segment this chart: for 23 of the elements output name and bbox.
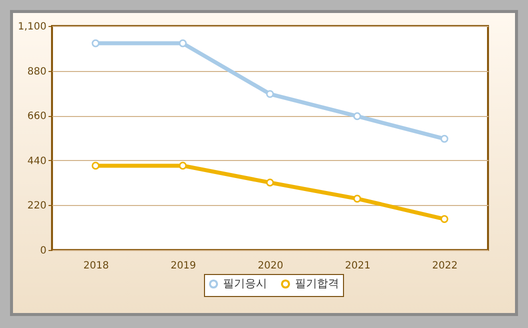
point xyxy=(178,39,187,48)
point xyxy=(440,134,448,143)
y-tick-label: 0 xyxy=(40,246,46,256)
point xyxy=(353,112,362,120)
y-tick-label: 880 xyxy=(27,66,46,78)
y-tick-label: 220 xyxy=(27,200,46,212)
point xyxy=(440,215,448,223)
legend-label: 필기응시 xyxy=(223,276,267,290)
legend-label: 필기합격 xyxy=(295,276,339,290)
point xyxy=(92,39,100,48)
y-tick-label: 1,100 xyxy=(18,22,46,32)
point xyxy=(92,162,100,170)
point xyxy=(266,178,274,186)
x-tick-label: 2020 xyxy=(258,260,284,272)
y-tick-label: 660 xyxy=(27,111,46,122)
x-tick-label: 2021 xyxy=(344,260,370,272)
point xyxy=(266,90,274,98)
point xyxy=(353,194,362,203)
x-tick-label: 2019 xyxy=(170,260,196,272)
point xyxy=(178,162,187,170)
y-tick-label: 440 xyxy=(27,156,46,167)
x-tick-label: 2018 xyxy=(83,260,109,272)
x-tick-label: 2022 xyxy=(432,260,458,272)
